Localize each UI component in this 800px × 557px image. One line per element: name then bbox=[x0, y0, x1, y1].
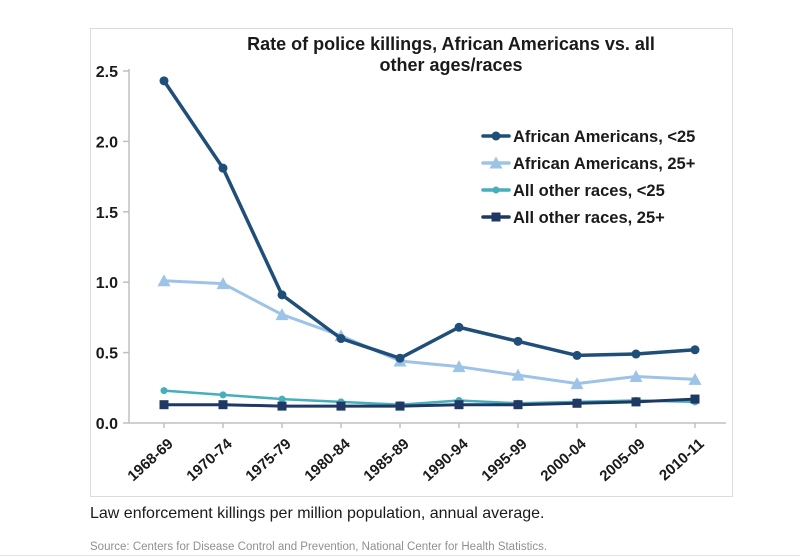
series-3-marker-3 bbox=[336, 401, 346, 411]
y-tick-label: 2.0 bbox=[96, 134, 118, 151]
legend-item-2: All other races, <25 bbox=[481, 182, 665, 200]
series-0-marker-1 bbox=[218, 163, 228, 173]
series-0-marker-2 bbox=[277, 290, 287, 300]
series-3-marker-8 bbox=[631, 397, 641, 407]
legend-item-0: African Americans, <25 bbox=[481, 128, 695, 146]
chart-caption: Law enforcement killings per million pop… bbox=[90, 505, 545, 522]
chart-title-line-2: other ages/races bbox=[379, 55, 523, 75]
series-0-marker-4 bbox=[395, 353, 405, 363]
series-0-marker-5 bbox=[454, 322, 464, 332]
series-3-marker-2 bbox=[277, 401, 287, 411]
series-3-marker-0 bbox=[159, 400, 169, 410]
series-0-marker-8 bbox=[631, 349, 641, 359]
y-tick-label: 2.5 bbox=[96, 64, 118, 81]
y-tick-label: 1.0 bbox=[96, 275, 118, 292]
y-tick-label: 0.5 bbox=[96, 346, 118, 363]
chart-title: Rate of police killings, African America… bbox=[171, 34, 731, 76]
series-3-marker-7 bbox=[572, 398, 582, 408]
page-bottom-divider bbox=[0, 555, 800, 556]
series-0-marker-3 bbox=[336, 334, 346, 344]
series-0-marker-6 bbox=[513, 336, 523, 346]
series-2-marker-2 bbox=[278, 395, 286, 403]
series-3-marker-1 bbox=[218, 400, 228, 410]
series-3-marker-4 bbox=[395, 401, 405, 411]
x-tick-label: 1990-94 bbox=[419, 435, 472, 485]
legend-swatch-marker bbox=[492, 186, 500, 194]
legend-label: African Americans, 25+ bbox=[513, 155, 695, 173]
x-tick-label: 2010-11 bbox=[656, 435, 708, 484]
legend-item-3: All other races, 25+ bbox=[481, 209, 665, 227]
legend-swatch-marker bbox=[491, 131, 501, 141]
series-1-marker-7 bbox=[570, 377, 584, 390]
x-tick-label: 1975-79 bbox=[242, 435, 294, 484]
series-3-marker-5 bbox=[454, 400, 464, 410]
series-1-marker-5 bbox=[452, 360, 466, 373]
series-1-marker-1 bbox=[216, 277, 230, 290]
x-tick-label: 1970-74 bbox=[183, 435, 236, 485]
series-0-marker-0 bbox=[159, 76, 169, 86]
legend-label: African Americans, <25 bbox=[513, 128, 695, 146]
y-tick-label: 1.5 bbox=[96, 205, 118, 222]
y-tick-label: 0.0 bbox=[96, 416, 118, 433]
series-1-marker-6 bbox=[511, 368, 525, 381]
series-1-marker-9 bbox=[688, 372, 702, 385]
chart-title-line-1: Rate of police killings, African America… bbox=[247, 34, 655, 54]
legend-label: All other races, 25+ bbox=[513, 209, 665, 227]
x-tick-label: 2005-09 bbox=[596, 435, 648, 484]
series-1-marker-0 bbox=[157, 274, 171, 287]
series-line-3 bbox=[162, 397, 697, 408]
legend-swatch-marker bbox=[489, 156, 503, 169]
series-2-marker-1 bbox=[219, 391, 227, 399]
series-3-marker-9 bbox=[690, 394, 700, 404]
x-tick-label: 1995-99 bbox=[478, 435, 530, 484]
legend-item-1: African Americans, 25+ bbox=[481, 155, 695, 173]
series-0-marker-7 bbox=[572, 350, 582, 360]
series-1-marker-2 bbox=[275, 308, 289, 321]
series-line-1 bbox=[162, 279, 697, 386]
series-0-marker-9 bbox=[690, 345, 700, 355]
x-tick-label: 1968-69 bbox=[124, 435, 176, 484]
x-tick-label: 1980-84 bbox=[301, 435, 354, 485]
series-line-0 bbox=[162, 79, 697, 360]
legend-label: All other races, <25 bbox=[513, 182, 665, 200]
chart-card: Rate of police killings, African America… bbox=[90, 28, 733, 497]
x-tick-label: 1985-89 bbox=[360, 435, 412, 484]
legend-swatch-marker bbox=[491, 212, 501, 222]
source-note: Source: Centers for Disease Control and … bbox=[90, 541, 548, 553]
x-tick-label: 2000-04 bbox=[537, 435, 590, 485]
series-2-marker-0 bbox=[160, 387, 168, 395]
series-3-marker-6 bbox=[513, 400, 523, 410]
series-1-marker-8 bbox=[629, 370, 643, 383]
